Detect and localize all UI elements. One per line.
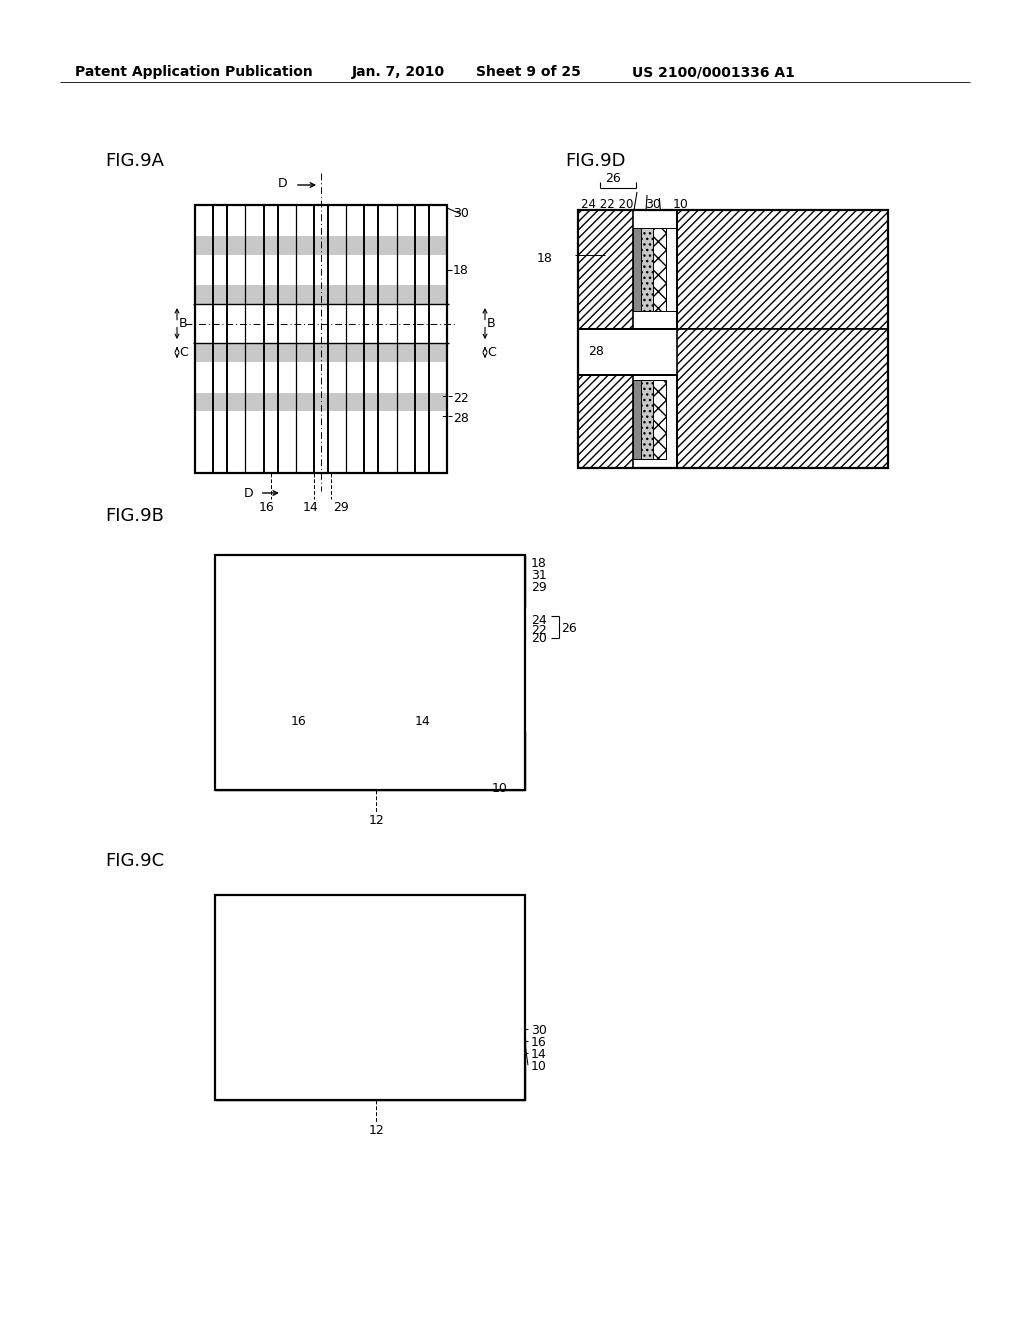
Text: B: B <box>487 317 496 330</box>
Text: 18: 18 <box>538 252 553 264</box>
Bar <box>666 228 677 312</box>
Bar <box>215 1039 525 1100</box>
Text: Patent Application Publication: Patent Application Publication <box>75 65 312 79</box>
Text: 30: 30 <box>645 198 662 211</box>
Bar <box>195 255 447 285</box>
Bar <box>215 616 525 620</box>
Text: US 2100/0001336 A1: US 2100/0001336 A1 <box>632 65 795 79</box>
Bar <box>195 236 447 255</box>
Text: 20: 20 <box>531 632 547 645</box>
Text: 12: 12 <box>369 814 384 828</box>
Text: 31: 31 <box>531 569 547 582</box>
Bar <box>215 634 525 639</box>
Text: 10: 10 <box>493 781 508 795</box>
Bar <box>284 607 324 616</box>
Text: Jan. 7, 2010: Jan. 7, 2010 <box>352 65 445 79</box>
Text: 12: 12 <box>369 1125 384 1137</box>
Text: 22: 22 <box>531 624 547 638</box>
Text: 18: 18 <box>453 264 469 277</box>
Bar <box>215 895 525 1100</box>
Bar <box>215 554 525 789</box>
Bar <box>652 228 666 312</box>
Text: 10: 10 <box>672 198 688 211</box>
Bar <box>215 627 525 634</box>
Bar <box>578 329 687 375</box>
Bar <box>215 554 525 607</box>
Bar <box>641 228 652 312</box>
Text: 30: 30 <box>531 1024 547 1038</box>
Text: FIG.9D: FIG.9D <box>565 152 626 170</box>
Bar <box>195 205 447 473</box>
Text: 16: 16 <box>531 1036 547 1049</box>
Bar <box>215 731 525 789</box>
Text: 14: 14 <box>531 1048 547 1061</box>
Bar <box>633 380 641 459</box>
Bar <box>677 210 888 329</box>
Bar <box>652 380 666 459</box>
Text: 28: 28 <box>453 412 469 425</box>
Bar <box>578 375 677 469</box>
Bar <box>195 285 447 304</box>
Text: 16: 16 <box>291 715 306 727</box>
Bar <box>578 210 633 329</box>
Bar <box>278 601 330 607</box>
Text: 16: 16 <box>259 502 274 513</box>
Text: FIG.9C: FIG.9C <box>105 851 164 870</box>
Text: Sheet 9 of 25: Sheet 9 of 25 <box>476 65 581 79</box>
Text: 26: 26 <box>561 622 577 635</box>
Bar <box>195 362 447 392</box>
Text: 28: 28 <box>588 345 604 358</box>
Text: C: C <box>179 346 187 359</box>
Text: FIG.9B: FIG.9B <box>105 507 164 525</box>
Text: 14: 14 <box>303 502 318 513</box>
Text: D: D <box>278 177 287 190</box>
Text: 29: 29 <box>531 581 547 594</box>
Text: 29: 29 <box>333 502 349 513</box>
Bar <box>215 620 525 627</box>
Text: FIG.9A: FIG.9A <box>105 152 164 170</box>
Text: 14: 14 <box>415 715 430 727</box>
Text: B: B <box>179 317 187 330</box>
Text: 26: 26 <box>605 172 621 185</box>
Bar <box>633 228 641 312</box>
Bar <box>408 607 447 616</box>
Bar <box>195 205 447 473</box>
Bar <box>401 895 441 1026</box>
Bar <box>195 343 447 362</box>
Bar <box>578 210 677 329</box>
Bar <box>284 895 324 1026</box>
Text: C: C <box>487 346 496 359</box>
Bar <box>641 380 652 459</box>
Text: 10: 10 <box>531 1060 547 1073</box>
Text: 30: 30 <box>453 207 469 220</box>
Text: D: D <box>244 487 254 500</box>
Text: 22: 22 <box>453 392 469 405</box>
Text: 18: 18 <box>531 557 547 570</box>
Bar <box>677 329 888 469</box>
Bar <box>578 210 888 469</box>
Text: 24: 24 <box>531 614 547 627</box>
Text: 24 22 20: 24 22 20 <box>581 198 634 211</box>
Bar <box>578 375 633 469</box>
Bar <box>401 601 454 607</box>
Bar <box>215 1026 525 1039</box>
Bar <box>195 392 447 412</box>
